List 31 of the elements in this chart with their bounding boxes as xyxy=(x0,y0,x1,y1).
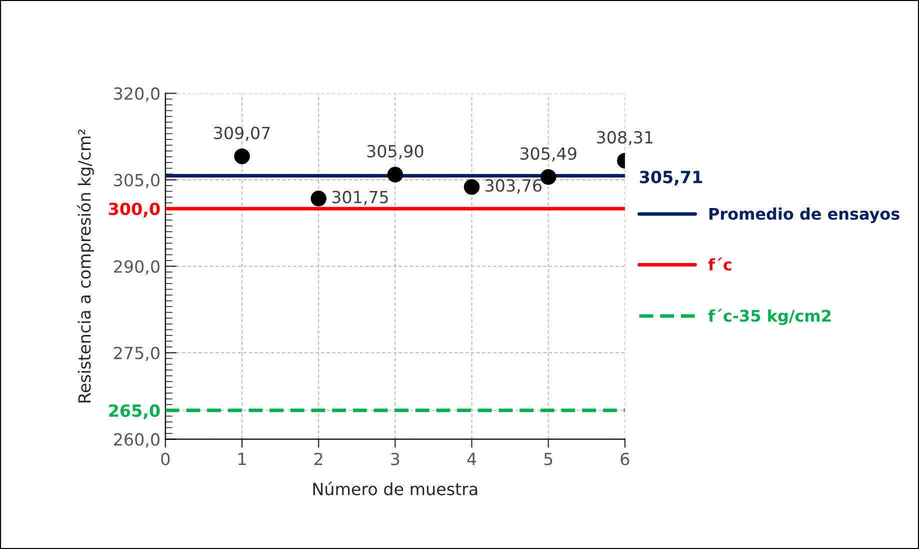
point xyxy=(540,169,556,185)
point xyxy=(234,148,250,164)
point xyxy=(464,179,480,195)
point xyxy=(310,190,326,206)
y-tick-label: 290,0 xyxy=(114,260,160,275)
legend-label: Promedio de ensayos xyxy=(709,207,900,224)
y-tick-label: 275,0 xyxy=(114,346,160,361)
x-tick-label: 3 xyxy=(391,452,400,466)
data-label: 305,90 xyxy=(367,144,424,160)
data-label: 309,07 xyxy=(214,126,270,141)
text: 305,71 xyxy=(640,170,702,186)
x-tick-label: 1 xyxy=(238,452,246,466)
x-axis-title: Número de muestra xyxy=(313,482,478,496)
point xyxy=(387,166,404,182)
x-tick-label: 2 xyxy=(314,452,322,466)
data-label: 305,49 xyxy=(520,147,576,162)
y-tick-label: 300,0 xyxy=(108,202,160,218)
y-tick-label: 320,0 xyxy=(114,87,160,102)
y-tick-label: 305,0 xyxy=(114,174,160,188)
legend-label: f´c xyxy=(708,258,732,271)
data-label: 301,75 xyxy=(332,190,388,206)
x-tick-label: 6 xyxy=(620,452,630,466)
data-label: 308,31 xyxy=(597,130,653,146)
legend-label: f´c-35 kg/cm2 xyxy=(708,308,831,326)
x-tick-label: 5 xyxy=(544,452,552,466)
y-axis-title: Resistencia a compresión kg/cm² xyxy=(77,130,94,402)
y-tick-label: 260,0 xyxy=(114,433,160,448)
x-tick-label: 0 xyxy=(161,452,170,466)
y-tick-label: 265,0 xyxy=(109,404,160,420)
data-label: 303,76 xyxy=(486,179,542,194)
x-tick-label: 4 xyxy=(467,452,476,466)
